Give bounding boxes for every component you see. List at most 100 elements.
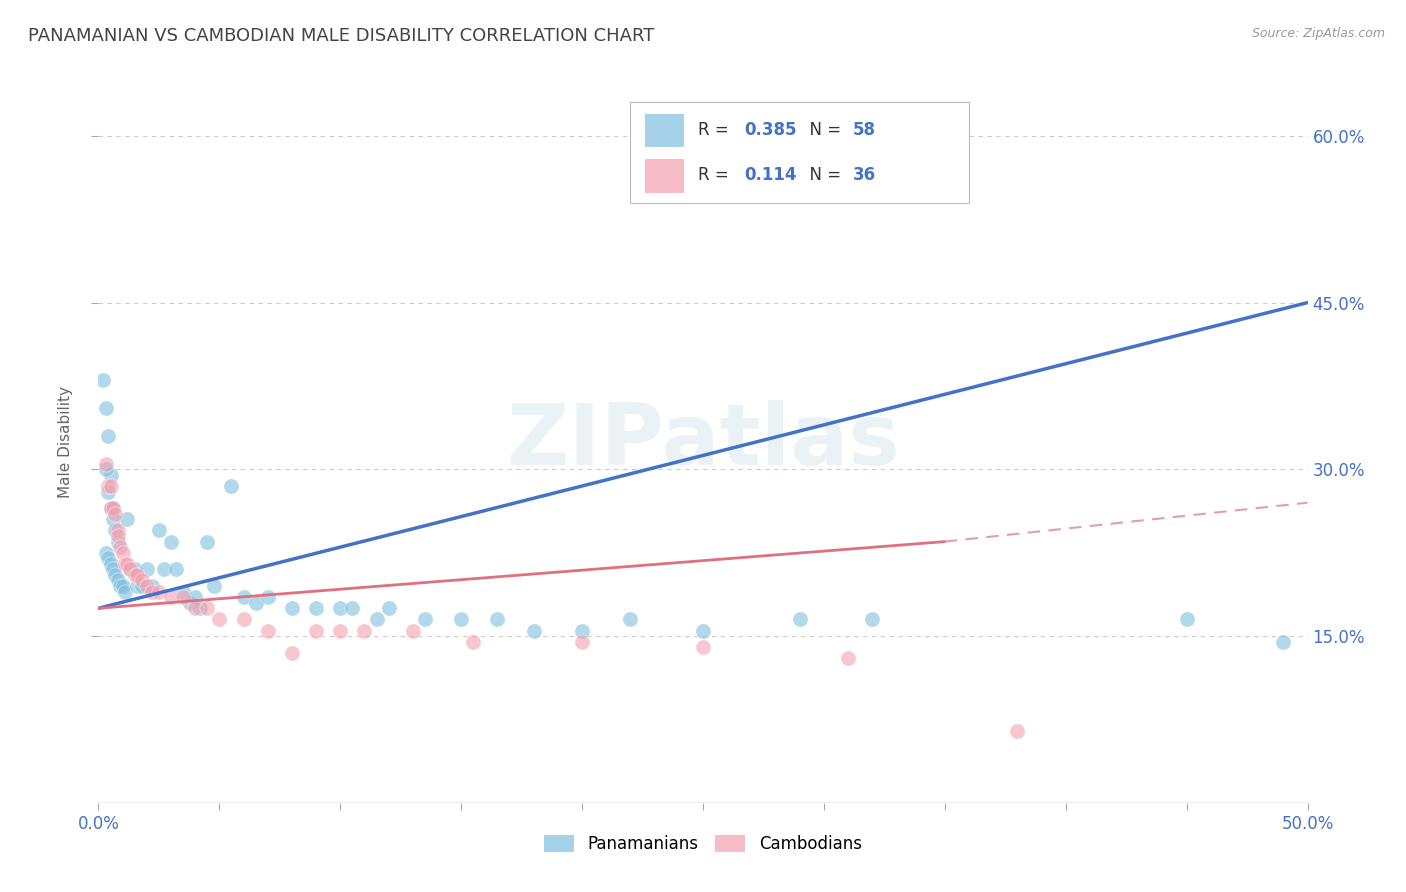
Text: 0.114: 0.114 [744,166,797,184]
Point [104,507,127,521]
Point [94,546,117,560]
Point [1175,612,1198,626]
Point [118,562,141,576]
Point [160,590,183,604]
Point [104,524,127,538]
Point [114,584,136,599]
Text: 58: 58 [853,121,876,139]
Point [101,512,124,526]
Point [221,479,243,493]
Point [108,579,131,593]
Point [571,634,593,648]
Point [141,579,163,593]
Point [523,624,546,638]
Text: R =: R = [699,121,734,139]
Point [377,601,399,615]
Point [111,579,134,593]
Point [256,590,278,604]
Point [101,501,124,516]
Point [281,601,304,615]
Point [97,551,120,566]
Point [131,574,153,588]
Point [100,557,122,571]
Point [101,562,124,576]
Point [402,624,425,638]
Point [124,562,146,576]
Point [450,612,472,626]
Point [107,534,129,549]
Point [179,596,201,610]
Text: ZIPatlas: ZIPatlas [506,400,900,483]
Point [305,601,328,615]
Point [232,590,254,604]
Point [100,501,122,516]
Point [188,601,211,615]
Point [195,601,218,615]
Point [94,401,117,416]
Point [117,557,139,571]
Point [245,596,267,610]
Point [692,640,714,655]
Point [114,557,136,571]
Point [108,540,131,554]
Point [172,584,194,599]
Point [860,612,883,626]
Point [160,534,183,549]
Point [172,590,194,604]
Point [127,579,149,593]
Point [135,579,157,593]
Point [148,584,170,599]
Point [195,534,218,549]
Point [256,624,278,638]
Point [101,501,124,516]
Point [148,524,170,538]
Point [131,579,153,593]
Text: N =: N = [799,121,846,139]
Point [117,512,139,526]
Text: 0.385: 0.385 [744,121,797,139]
Point [413,612,436,626]
Point [837,651,859,665]
Point [1272,634,1295,648]
Point [204,579,226,593]
Text: 36: 36 [853,166,876,184]
Point [100,467,122,482]
Text: PANAMANIAN VS CAMBODIAN MALE DISABILITY CORRELATION CHART: PANAMANIAN VS CAMBODIAN MALE DISABILITY … [28,27,655,45]
Point [184,601,207,615]
Point [127,568,149,582]
Point [94,457,117,471]
Point [165,562,187,576]
Point [329,601,352,615]
Point [305,624,328,638]
Point [104,568,127,582]
Point [94,462,117,476]
Y-axis label: Male Disability: Male Disability [58,385,73,498]
Point [107,529,129,543]
Point [353,624,375,638]
Point [97,484,120,499]
Point [111,546,134,560]
Point [107,574,129,588]
Point [97,479,120,493]
Text: Source: ZipAtlas.com: Source: ZipAtlas.com [1251,27,1385,40]
Point [366,612,388,626]
Point [1007,723,1029,738]
Point [232,612,254,626]
Point [329,624,352,638]
Point [152,562,174,576]
Point [463,634,485,648]
Point [184,590,207,604]
Point [281,646,304,660]
Point [692,624,714,638]
Point [124,568,146,582]
FancyBboxPatch shape [630,102,969,203]
Point [107,524,129,538]
Text: R =: R = [699,166,734,184]
Point [118,562,141,576]
Point [141,584,163,599]
Bar [645,159,683,193]
Point [619,612,641,626]
Bar [645,113,683,147]
Point [91,373,114,387]
Point [100,501,122,516]
